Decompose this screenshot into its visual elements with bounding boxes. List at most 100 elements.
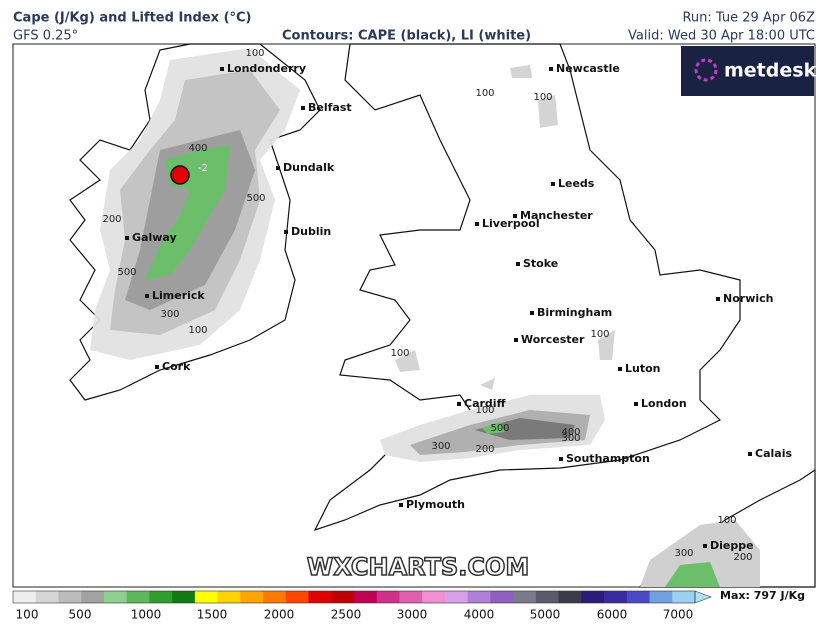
cape-contour-label: 400 xyxy=(188,143,207,154)
cape-contour-label: 200 xyxy=(733,552,752,563)
colorbar-tick-label: 7000 xyxy=(663,608,694,622)
watermark: WXCHARTS.COM xyxy=(307,553,529,581)
city-label: Dieppe xyxy=(710,539,754,552)
city-dot xyxy=(549,67,553,71)
colorbar-swatch xyxy=(513,591,537,603)
cape-area xyxy=(145,145,230,280)
city-label: Dublin xyxy=(291,225,331,238)
cape-contour-label: 100 xyxy=(188,325,207,336)
city-dot xyxy=(276,166,280,170)
logo-text: metdesk xyxy=(724,60,817,82)
colorbar-swatch xyxy=(354,591,378,603)
colorbar-swatch xyxy=(194,591,219,603)
cape-area xyxy=(665,562,720,587)
model: GFS 0.25° xyxy=(13,29,78,44)
colorbar-tick-label: 100 xyxy=(16,608,39,622)
colorbar-swatch xyxy=(13,591,37,603)
city-dot xyxy=(551,182,555,186)
location-marker xyxy=(170,165,190,185)
city-dot xyxy=(703,544,707,548)
city-label: Birmingham xyxy=(537,306,612,319)
cape-contour-label: 100 xyxy=(475,88,494,99)
colorbar-tick-label: 1500 xyxy=(197,608,228,622)
city-dot xyxy=(516,262,520,266)
logo: metdesk xyxy=(681,46,817,96)
city-dot xyxy=(301,106,305,110)
city-label: Limerick xyxy=(152,289,205,302)
cape-contour-label: 400 xyxy=(561,427,580,438)
cape-contour-label: 500 xyxy=(117,267,136,278)
colorbar-swatch xyxy=(649,591,673,603)
colorbar: 100 500 1000 1500 2000 2500 3000 4000 5000 6000 70… xyxy=(12,590,712,622)
colorbar-swatch xyxy=(535,591,560,603)
city-label: Southampton xyxy=(566,452,650,465)
li-contour-label: -2 xyxy=(198,163,208,174)
colorbar-swatch xyxy=(172,591,196,603)
city-label: Liverpool xyxy=(482,217,540,230)
colorbar-swatch xyxy=(399,591,423,603)
city-dot xyxy=(514,338,518,342)
contour-labels: 100 400 500 200 500 300 100 100 100 100 100 100 500 4… xyxy=(102,48,752,563)
colorbar-swatch xyxy=(308,591,332,603)
city-dot xyxy=(475,222,479,226)
city-dot xyxy=(513,214,517,218)
city-dot xyxy=(748,452,752,456)
colorbar-swatch xyxy=(467,591,491,603)
colorbar-swatch xyxy=(604,591,628,603)
city-dot xyxy=(530,311,534,315)
colorbar-swatch xyxy=(376,591,400,603)
cape-contour-label: 100 xyxy=(475,405,494,416)
colorbar-tick-label: 2000 xyxy=(264,608,295,622)
colorbar-frame xyxy=(12,590,696,604)
colorbar-swatch xyxy=(217,591,241,603)
city-label: Cardiff xyxy=(464,397,506,410)
run-time: Run: Tue 29 Apr 06Z xyxy=(682,11,815,26)
city-labels: Londonderry Belfast Dundalk Dublin Galway Lim… xyxy=(125,62,792,552)
city-dot xyxy=(145,294,149,298)
cape-contour-label: 500 xyxy=(246,193,265,204)
colorbar-tick-label: 1000 xyxy=(131,608,162,622)
cape-contour-label: 100 xyxy=(245,48,264,59)
city-dot xyxy=(125,236,129,240)
colorbar-swatch xyxy=(263,591,287,603)
colorbar-swatch xyxy=(444,591,469,603)
city-label: Londonderry xyxy=(227,62,306,75)
cape-contour-label: 300 xyxy=(160,309,179,320)
title: Cape (J/Kg) and Lifted Index (°C) xyxy=(13,11,252,26)
cape-contour-label: 300 xyxy=(431,441,450,452)
city-label: Cork xyxy=(162,360,191,373)
cape-contour-label: 300 xyxy=(674,548,693,559)
city-label: London xyxy=(641,397,687,410)
city-label: Manchester xyxy=(520,209,593,222)
cape-area xyxy=(482,422,505,434)
city-label: Norwich xyxy=(723,292,773,305)
cape-contour-label: 100 xyxy=(390,348,409,359)
city-label: Plymouth xyxy=(406,498,465,511)
cape-contour-label: 200 xyxy=(102,214,121,225)
city-label: Dundalk xyxy=(283,161,335,174)
logo-box xyxy=(681,46,814,96)
city-label: Calais xyxy=(755,447,792,460)
colorbar-max: Max: 797 J/Kg xyxy=(720,589,805,602)
city-dot xyxy=(399,503,403,507)
colorbar-tick-label: 2500 xyxy=(331,608,362,622)
cape-contour-label: 100 xyxy=(717,515,736,526)
colorbar-tick-label: 3000 xyxy=(397,608,428,622)
colorbar-swatch xyxy=(558,591,582,603)
colorbar-swatch xyxy=(285,591,310,603)
colorbar-swatch xyxy=(240,591,264,603)
city-label: Worcester xyxy=(521,333,585,346)
city-label: Galway xyxy=(132,231,177,244)
colorbar-tick-label: 500 xyxy=(69,608,92,622)
colorbar-swatch xyxy=(331,591,355,603)
colorbar-swatch xyxy=(58,591,82,603)
cape-contour-label: 500 xyxy=(490,423,509,434)
logo-icon xyxy=(694,58,718,82)
city-dot xyxy=(716,297,720,301)
colorbar-swatch xyxy=(126,591,150,603)
contours-note: Contours: CAPE (black), LI (white) xyxy=(282,29,531,44)
city-dot xyxy=(618,367,622,371)
colorbar-swatch xyxy=(103,591,128,603)
city-dot xyxy=(457,402,461,406)
